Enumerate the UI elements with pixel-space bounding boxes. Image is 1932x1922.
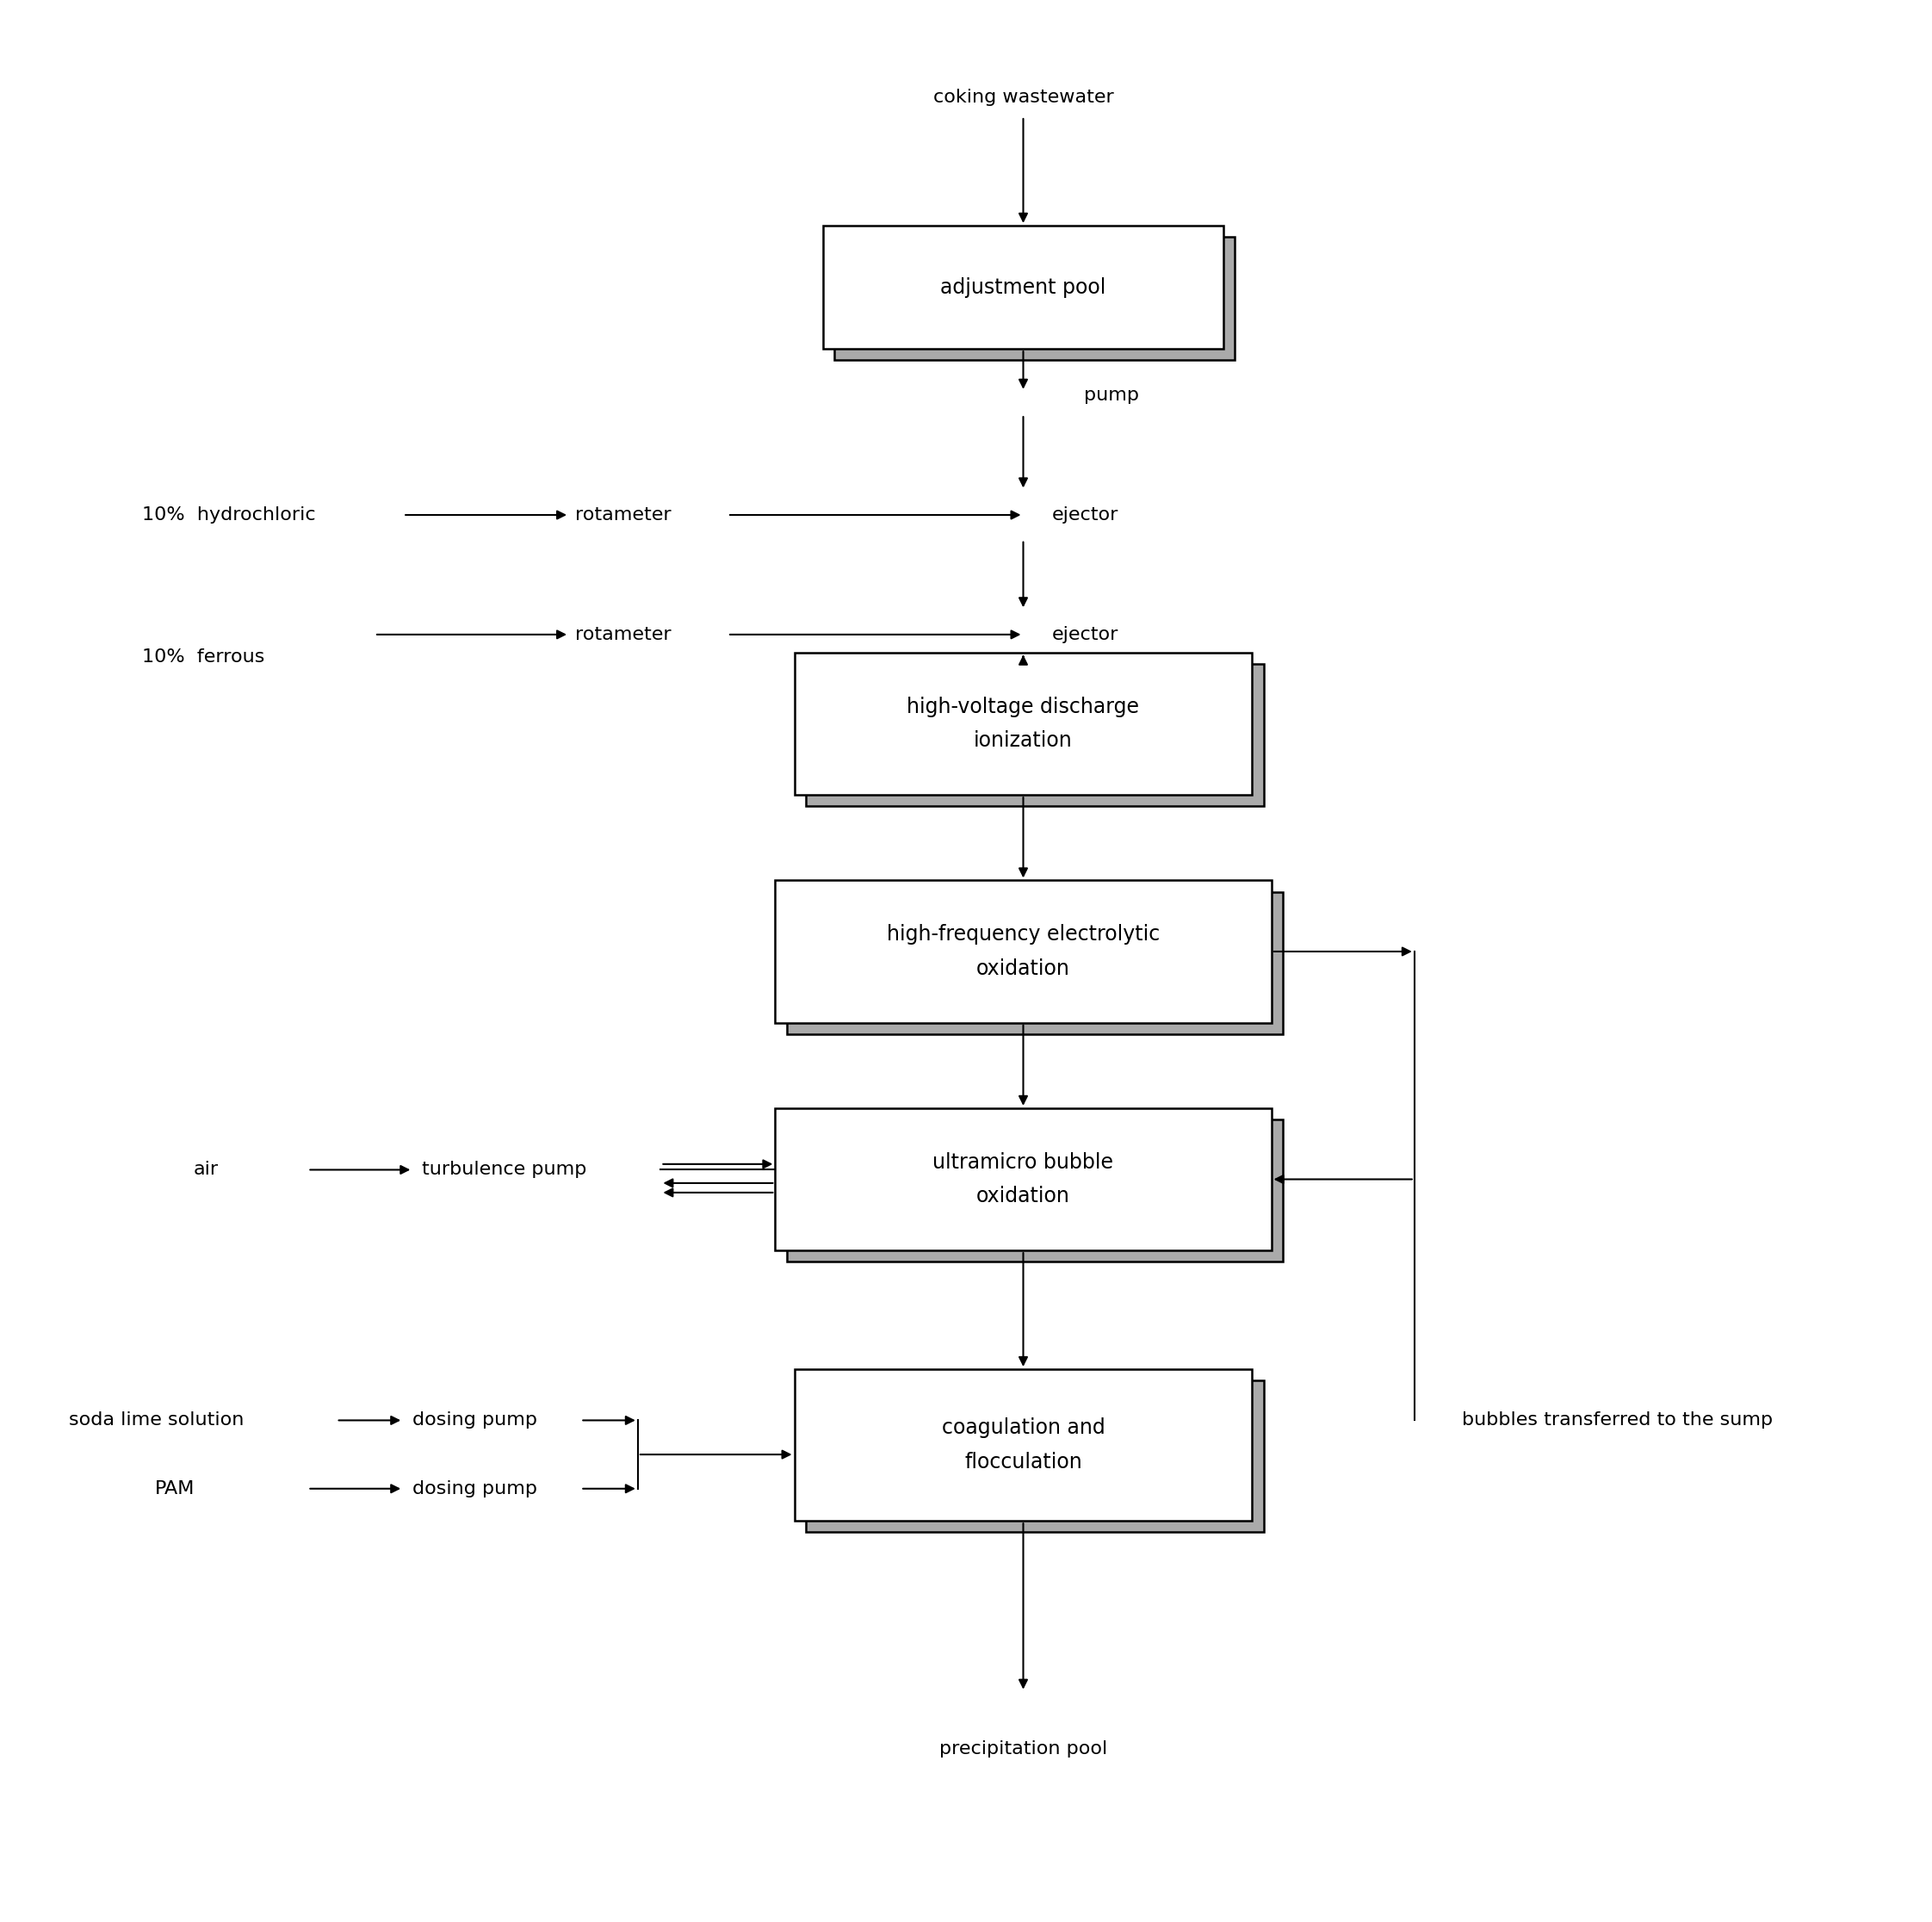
Text: high-frequency electrolytic
oxidation: high-frequency electrolytic oxidation [887,924,1159,978]
Text: dosing pump: dosing pump [413,1480,537,1497]
Text: high-voltage discharge
ionization: high-voltage discharge ionization [906,696,1140,752]
Text: precipitation pool: precipitation pool [939,1739,1107,1757]
Text: coking wastewater: coking wastewater [933,88,1113,106]
Text: soda lime solution: soda lime solution [70,1413,243,1428]
Bar [823,225,1223,350]
Text: 10%  hydrochloric: 10% hydrochloric [141,505,315,523]
Text: air: air [193,1161,218,1178]
Bar [786,892,1283,1034]
Bar [794,653,1252,796]
Text: dosing pump: dosing pump [413,1413,537,1428]
Bar [794,1368,1252,1520]
Text: PAM: PAM [155,1480,195,1497]
Text: turbulence pump: turbulence pump [423,1161,587,1178]
Bar [775,880,1271,1023]
Bar [786,1119,1283,1263]
Text: ejector: ejector [1051,627,1119,644]
Text: coagulation and
flocculation: coagulation and flocculation [941,1418,1105,1472]
Text: adjustment pool: adjustment pool [941,277,1105,298]
Bar [806,1380,1264,1532]
Bar [835,236,1235,359]
Text: pump: pump [1084,386,1140,404]
Text: ultramicro bubble
oxidation: ultramicro bubble oxidation [933,1151,1113,1207]
Text: 10%  ferrous: 10% ferrous [141,650,265,665]
Bar [775,1109,1271,1251]
Text: bubbles transferred to the sump: bubbles transferred to the sump [1463,1413,1774,1428]
Text: rotameter: rotameter [576,627,670,644]
Bar [806,663,1264,807]
Text: ejector: ejector [1051,505,1119,523]
Text: rotameter: rotameter [576,505,670,523]
